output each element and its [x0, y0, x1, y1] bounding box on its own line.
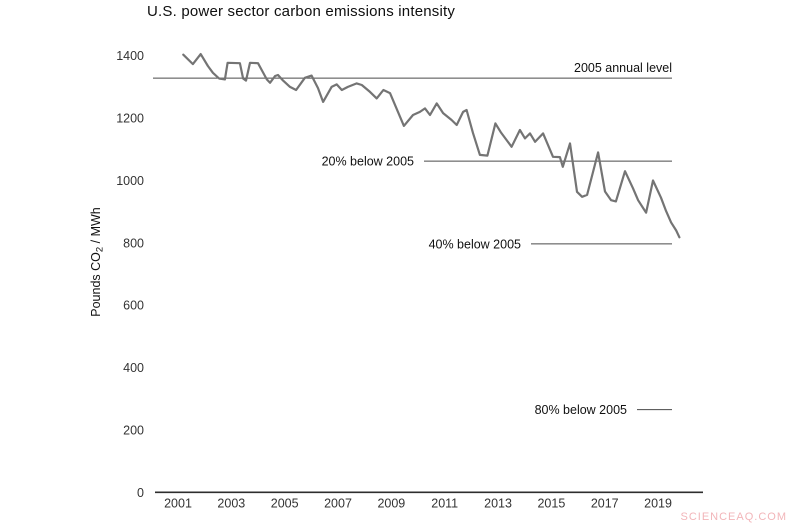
x-tick-label-2005: 2005 [271, 497, 299, 511]
x-axis-ticks: 2001 2003 2005 2007 2009 2011 2013 2015 2017 2019 [164, 497, 672, 511]
x-tick-label-2015: 2015 [537, 497, 565, 511]
x-tick-label-2009: 2009 [377, 497, 405, 511]
y-axis-ticks: 0 200 400 600 800 1000 1200 1400 [116, 49, 144, 500]
x-tick-label-2017: 2017 [591, 497, 619, 511]
y-tick-label-1200: 1200 [116, 111, 144, 125]
x-tick-label-2013: 2013 [484, 497, 512, 511]
x-tick-label-2001: 2001 [164, 497, 192, 511]
x-tick-label-2003: 2003 [217, 497, 245, 511]
x-tick-label-2011: 2011 [431, 497, 458, 511]
x-tick-label-2019: 2019 [644, 497, 672, 511]
reference-label-3: 80% below 2005 [535, 403, 627, 417]
y-tick-label-1000: 1000 [116, 174, 144, 188]
emissions-intensity-line [182, 52, 681, 239]
reference-lines: 2005 annual level 20% below 2005 40% below… [153, 61, 672, 417]
y-tick-label-400: 400 [123, 361, 144, 375]
y-axis-title: Pounds CO2 / MWh [89, 207, 106, 317]
y-tick-label-0: 0 [137, 486, 144, 500]
reference-label-0: 2005 annual level [574, 61, 672, 75]
y-tick-label-1400: 1400 [116, 49, 144, 63]
chart-title: U.S. power sector carbon emissions inten… [147, 3, 456, 20]
watermark: SCIENCEAQ.COM [680, 511, 787, 523]
y-tick-label-600: 600 [123, 299, 144, 313]
y-tick-label-200: 200 [123, 424, 144, 438]
y-tick-label-800: 800 [123, 236, 144, 250]
x-tick-label-2007: 2007 [324, 497, 352, 511]
reference-label-1: 20% below 2005 [322, 155, 414, 169]
reference-label-2: 40% below 2005 [429, 237, 521, 251]
